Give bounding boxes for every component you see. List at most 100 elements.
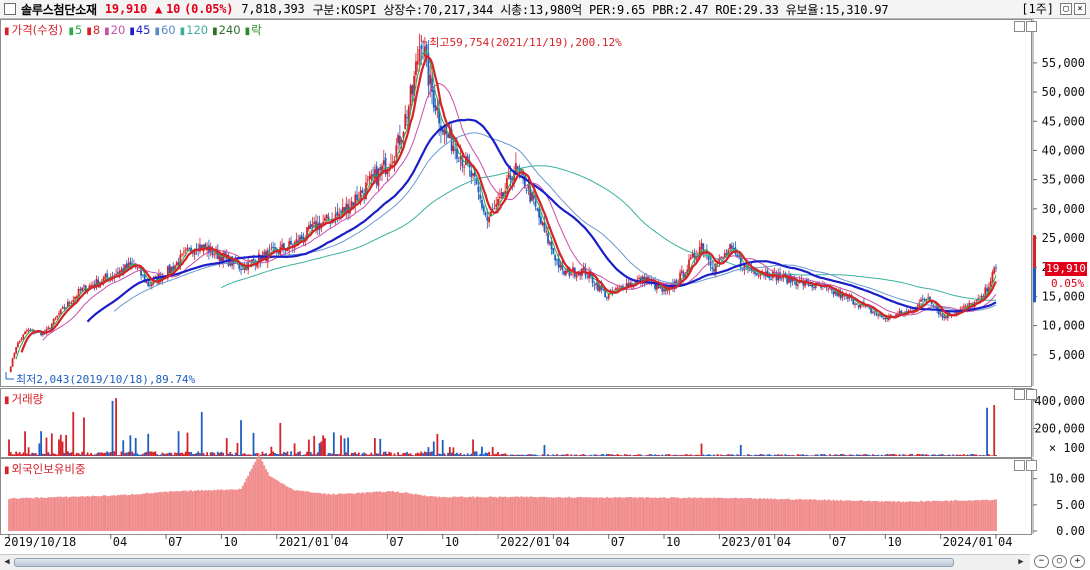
foreign-ratio-bar (800, 499, 803, 531)
ma-legend-240[interactable]: ▮240 (212, 23, 242, 37)
candle (630, 283, 633, 286)
volume-bar (13, 454, 16, 456)
foreign-ratio-bar (645, 497, 648, 531)
candle (181, 253, 184, 255)
volume-bar (109, 451, 112, 456)
foreign-ratio-bar (682, 497, 685, 531)
volume-bar (77, 453, 80, 456)
candle (595, 283, 598, 285)
ma-legend-8[interactable]: ▮8 (86, 23, 102, 37)
foreign-ratio-bar (529, 496, 532, 531)
foreign-ratio-bar (779, 499, 781, 531)
volume-bar (814, 454, 817, 456)
foreign-ratio-bar (954, 499, 956, 531)
legend-marker-icon: ▮ (68, 26, 74, 37)
candle (557, 258, 560, 268)
volume-bar (68, 453, 71, 456)
foreign-ratio-bar (668, 498, 671, 531)
panel-close-icon[interactable] (1026, 460, 1037, 471)
volume-bar (54, 454, 57, 456)
foreign-ratio-bar (120, 494, 123, 531)
candle (272, 246, 275, 248)
candle (955, 311, 958, 315)
volume-bar (209, 452, 212, 456)
ma-legend-5[interactable]: ▮5 (68, 23, 84, 37)
foreign-ratio-bar (225, 489, 228, 531)
zoom-in-icon[interactable]: + (1070, 555, 1085, 568)
candle (324, 217, 326, 221)
foreign-ratio-bar (805, 499, 808, 531)
scroll-thumb[interactable] (14, 558, 954, 567)
foreign-ratio-bar (900, 502, 903, 531)
candle (341, 207, 344, 215)
stock-chart[interactable]: 55,00050,00045,00040,00035,00030,00025,0… (0, 19, 1090, 554)
candle (805, 278, 808, 282)
candle (404, 114, 407, 130)
volume-bar (472, 439, 474, 456)
ma-legend-60[interactable]: ▮60 (154, 23, 177, 37)
period-button[interactable]: [1주] (1021, 2, 1054, 16)
foreign-ratio-bar (541, 496, 544, 531)
scroll-right-icon[interactable]: ▶ (1018, 557, 1024, 567)
volume-bar (798, 454, 801, 456)
foreign-ratio-bar (461, 496, 464, 531)
panel-maximize-icon[interactable] (1014, 460, 1025, 471)
foreign-ratio-bar (431, 496, 433, 531)
panel-close-icon[interactable] (1026, 389, 1037, 400)
panel-close-icon[interactable] (1026, 21, 1037, 32)
volume-bar (527, 454, 530, 456)
candle (274, 247, 276, 249)
panel-maximize-icon[interactable] (1014, 21, 1025, 32)
volume-bar (354, 452, 357, 456)
close-icon[interactable]: × (1074, 3, 1086, 15)
candle (397, 135, 399, 144)
scroll-left-icon[interactable]: ◀ (4, 557, 10, 567)
foreign-ratio-bar (104, 495, 107, 531)
change-arrow-icon: ▲ (155, 2, 163, 16)
ma-legend-20[interactable]: ▮20 (104, 23, 127, 37)
volume-bar (93, 454, 96, 456)
volume-bar (152, 452, 155, 456)
ma-legend-45[interactable]: ▮45 (129, 23, 152, 37)
maximize-icon[interactable]: ▢ (1060, 3, 1072, 15)
foreign-ratio-bar (156, 492, 159, 531)
volume-bar (366, 454, 369, 456)
volume-bar (99, 452, 101, 456)
foreign-ratio-bar (249, 471, 251, 531)
foreign-ratio-bar (175, 491, 178, 531)
volume-bar (86, 452, 89, 456)
foreign-ratio-bar (163, 491, 166, 531)
volume-bar (145, 451, 148, 456)
foreign-ratio-bar (500, 496, 503, 531)
foreign-ratio-bar (848, 500, 851, 531)
panel-maximize-icon[interactable] (1014, 389, 1025, 400)
volume-bar (779, 454, 781, 456)
ma-legend-락[interactable]: ▮락 (245, 23, 264, 37)
candle (941, 314, 944, 318)
candle (481, 199, 483, 208)
volume-bar (943, 455, 946, 456)
volume-bar (207, 455, 210, 456)
foreign-ratio-bar (275, 479, 278, 531)
foreign-ratio-bar (100, 496, 103, 531)
horizontal-scrollbar[interactable]: ◀ ▶ (0, 554, 1030, 570)
volume-bar (541, 454, 544, 456)
volume-bar (445, 455, 448, 456)
candle (56, 315, 59, 318)
ma-legend-120[interactable]: ▮120 (180, 23, 210, 37)
candle (495, 204, 498, 208)
volume-bar (302, 454, 305, 456)
foreign-ratio-bar (893, 500, 896, 531)
foreign-ratio-bar (813, 499, 815, 531)
volume-bar (714, 455, 717, 456)
volume-bar (411, 455, 414, 456)
volume-bar (898, 454, 901, 456)
header-checkbox[interactable] (4, 3, 16, 15)
candle (431, 78, 433, 92)
candle (359, 190, 362, 199)
foreign-ratio-bar (882, 501, 885, 531)
foreign-ratio-bar (111, 495, 114, 531)
zoom-reset-icon[interactable]: ○ (1052, 555, 1067, 568)
zoom-out-icon[interactable]: − (1034, 555, 1049, 568)
candle (920, 299, 922, 302)
